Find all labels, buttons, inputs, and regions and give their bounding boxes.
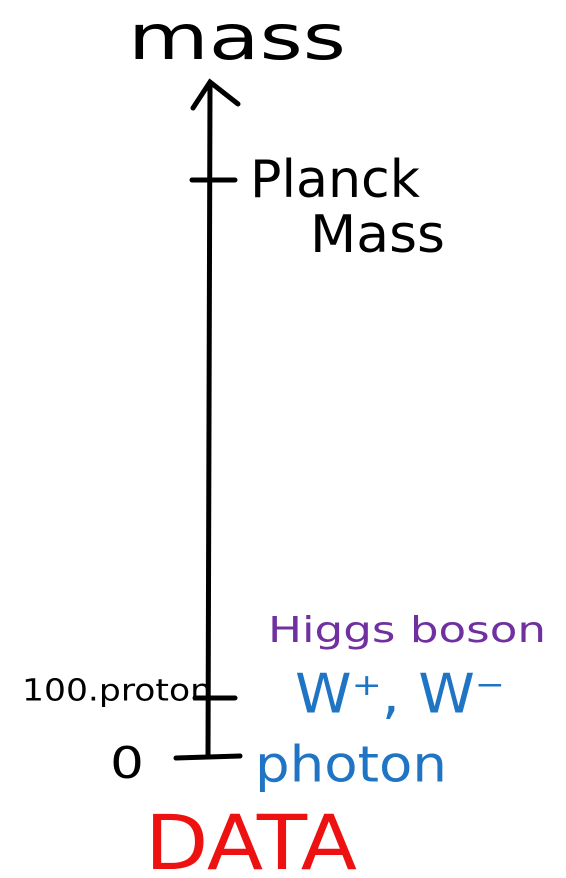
tick-label: Planck: [250, 150, 420, 210]
axis-arrow: [190, 78, 241, 111]
tick-label: 0: [110, 738, 144, 789]
axis-line: [205, 83, 213, 760]
particle-label: photon: [255, 736, 447, 794]
footer-label: DATA: [145, 798, 357, 878]
particle-label: W⁺, W⁻: [295, 663, 505, 726]
tick-label: Mass: [310, 205, 445, 265]
tick-label: 100.proton: [22, 674, 212, 709]
particle-label: Higgs boson: [268, 610, 546, 651]
axis-title: mass: [128, 1, 346, 74]
tick: [173, 753, 243, 761]
